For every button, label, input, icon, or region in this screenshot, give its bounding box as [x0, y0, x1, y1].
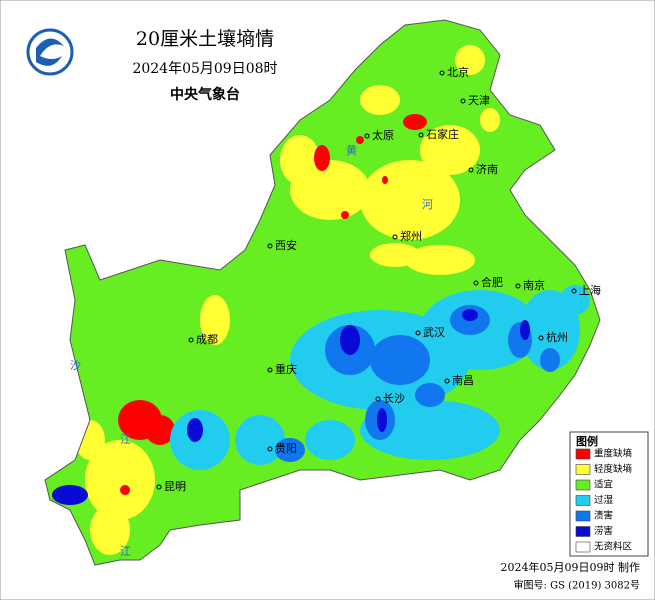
city-dot [473, 280, 479, 286]
city-label: 天津 [468, 94, 490, 107]
moisture-patch [462, 309, 478, 321]
moisture-patch [360, 400, 500, 460]
city-label: 重庆 [275, 362, 297, 376]
moisture-patch [415, 383, 445, 407]
moisture-patch [560, 285, 590, 315]
moisture-patch [356, 136, 364, 144]
region-outline [44, 19, 601, 566]
legend-label: 无资料区 [594, 541, 633, 553]
legend-swatch [575, 479, 591, 491]
moisture-patch [377, 408, 387, 432]
river-label: 江 [120, 545, 131, 558]
legend-swatch [575, 495, 591, 506]
legend-label: 涝害 [594, 525, 613, 537]
city-dot [267, 446, 273, 452]
city-label: 杭州 [546, 330, 568, 344]
city-dot [364, 133, 370, 139]
city-label: 西安 [275, 238, 297, 252]
city-dot [460, 98, 466, 104]
legend-title: 图例 [576, 434, 598, 448]
city-label: 南昌 [452, 374, 474, 387]
city-dot [392, 234, 398, 240]
city-label: 昆明 [164, 480, 186, 493]
legend-label: 轻度缺墒 [594, 463, 632, 475]
city-label: 成都 [196, 333, 218, 346]
legend-label: 适宜 [594, 479, 613, 491]
city-label: 济南 [476, 162, 498, 176]
datetime: 2024年05月09日08时 [132, 61, 277, 77]
logo-swirl [36, 38, 64, 66]
moisture-patch [340, 325, 360, 355]
moisture-patch [420, 125, 480, 175]
logo-ring [26, 28, 74, 76]
city-label: 太原 [372, 129, 394, 142]
city-dot [444, 378, 450, 384]
moisture-patch [305, 420, 355, 460]
river-label: 河 [422, 198, 433, 211]
moisture-patch [145, 415, 175, 445]
moisture-patch [341, 211, 349, 219]
city-dot [156, 484, 162, 490]
legend-label: 重度缺墒 [594, 448, 632, 460]
moisture-patch [187, 418, 203, 442]
city-dot [538, 335, 544, 341]
moisture-patch [170, 410, 230, 470]
moisture-patch [405, 245, 475, 275]
legend-swatch [575, 541, 591, 553]
made-time: 2024年05月09日09时 制作 [501, 560, 640, 574]
legend-swatch [575, 510, 591, 522]
moisture-patch [52, 485, 88, 505]
city-dot [267, 367, 273, 373]
title: 20厘米土壤墒情 [136, 28, 274, 50]
city-dot [571, 288, 577, 294]
river-label: 沙 [70, 359, 81, 372]
river-label: 江 [120, 433, 131, 446]
city-label: 郑州 [400, 229, 422, 243]
city-label: 北京 [447, 65, 469, 79]
city-dot [267, 243, 273, 249]
city-dot [375, 396, 381, 402]
approval-number: 审图号: GS (2019) 3082号 [514, 579, 640, 592]
city-label: 长沙 [383, 392, 405, 405]
moisture-patch [360, 85, 400, 115]
city-label: 合肥 [481, 275, 503, 289]
moisture-patch [275, 438, 305, 462]
city-label: 上海 [579, 283, 601, 297]
moisture-patch [85, 440, 155, 520]
moisture-patch [280, 135, 320, 185]
moisture-patch [200, 295, 230, 345]
city-dot [439, 70, 445, 76]
city-dot [188, 337, 194, 343]
moisture-patch [370, 243, 420, 267]
moisture-patch [455, 45, 485, 75]
moisture-patch [120, 485, 130, 495]
legend-swatch [575, 464, 591, 475]
city-dot [415, 330, 421, 336]
agency: 中央气象台 [170, 86, 240, 103]
moisture-patch [370, 335, 430, 385]
moisture-patch [382, 176, 388, 184]
city-label: 石家庄 [426, 127, 459, 141]
moisture-patch [480, 108, 500, 132]
city-dot [515, 283, 521, 289]
moisture-patch [540, 348, 560, 372]
logo [26, 28, 74, 76]
city-label: 贵阳 [275, 442, 297, 455]
city-dot [468, 167, 474, 173]
legend-swatch [575, 526, 591, 537]
legend-label: 过湿 [594, 494, 614, 506]
moisture-patch [90, 505, 130, 555]
legend-swatch [575, 448, 591, 460]
moisture-patch [314, 145, 330, 171]
city-dot [418, 132, 424, 138]
city-label: 南京 [523, 278, 545, 292]
moisture-patch [403, 114, 427, 130]
moisture-patch [235, 415, 285, 465]
city-label: 武汉 [423, 326, 445, 339]
river-label: 黄 [346, 143, 357, 157]
legend-label: 渍害 [594, 510, 613, 522]
moisture-patch [520, 320, 530, 340]
